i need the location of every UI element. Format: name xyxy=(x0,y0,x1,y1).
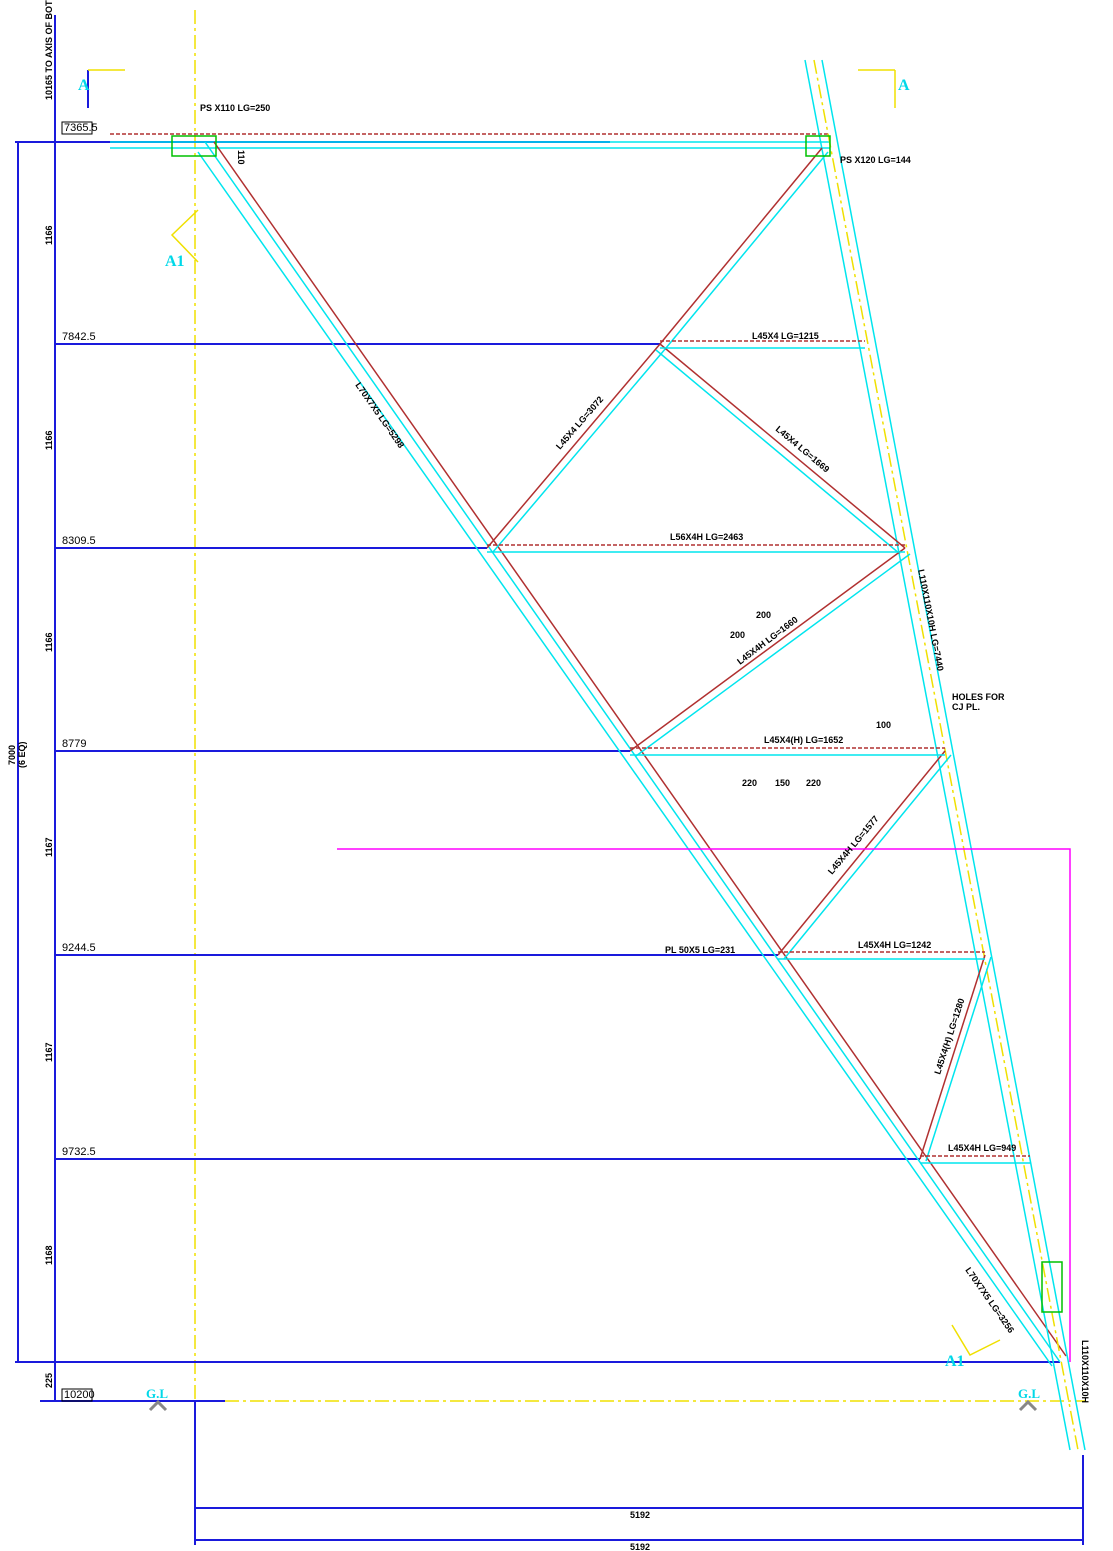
level-label: 10200 xyxy=(64,1389,95,1401)
dimension: 220 xyxy=(806,778,821,788)
level-label: 8309.5 xyxy=(62,535,96,547)
spacing: 1166 xyxy=(44,632,54,652)
dimension: 200 xyxy=(756,610,771,620)
section-mark: A1 xyxy=(165,253,185,270)
linework xyxy=(15,10,1086,1545)
spacing: 1166 xyxy=(44,225,54,245)
spacing: 1167 xyxy=(44,1042,54,1062)
spacing: 1168 xyxy=(44,1245,54,1265)
base-width: 5192 xyxy=(630,1510,650,1520)
spacing: 1166 xyxy=(44,430,54,450)
member-label: L110X110X10H xyxy=(1080,1340,1090,1403)
total-height: 7000 xyxy=(7,745,17,765)
note: CJ PL. xyxy=(952,702,980,712)
ground-label: G.L xyxy=(1018,1386,1040,1401)
member-label: L45X4 LG=3072 xyxy=(554,394,605,451)
dimension: 150 xyxy=(775,778,790,788)
total-height: (6 EQ) xyxy=(17,741,27,768)
member-label: L45X4H LG=1577 xyxy=(826,814,881,877)
member-label: L45X4H LG=949 xyxy=(948,1143,1016,1153)
member-label: L45X4(H) LG=1652 xyxy=(764,735,843,745)
section-mark: A xyxy=(78,77,90,94)
section-mark: A xyxy=(898,77,910,94)
level-label: 8779 xyxy=(62,738,86,750)
member-label: L45X4(H) LG=1280 xyxy=(932,997,966,1076)
level-label: 7365.5 xyxy=(64,122,98,134)
top-note: 10165 TO AXIS OF BOTTOM X ARM xyxy=(44,0,54,100)
labels: 10165 TO AXIS OF BOTTOM X ARM A A A1 A1 … xyxy=(7,0,1090,1551)
member-label: PS X110 LG=250 xyxy=(200,103,270,113)
section-mark: A1 xyxy=(945,1353,965,1370)
level-label: 9732.5 xyxy=(62,1146,96,1158)
member-label: PS X120 LG=144 xyxy=(840,155,911,165)
dimension: 220 xyxy=(742,778,757,788)
member-label: PL 50X5 LG=231 xyxy=(665,945,735,955)
dimension: 110 xyxy=(236,150,246,165)
level-label: 9244.5 xyxy=(62,942,96,954)
dimension: 100 xyxy=(876,720,891,730)
member-label: L45X4 LG=1215 xyxy=(752,331,819,341)
member-label: L45X4H LG=1242 xyxy=(858,940,931,950)
spacing: 1167 xyxy=(44,837,54,857)
member-label: L45X4 LG=1669 xyxy=(774,424,832,475)
member-label: L56X4H LG=2463 xyxy=(670,532,743,542)
member-label: L70X7X5 LG=3256 xyxy=(963,1265,1016,1334)
spacing: 225 xyxy=(44,1373,54,1388)
level-label: 7842.5 xyxy=(62,331,96,343)
note: HOLES FOR xyxy=(952,692,1005,702)
base-width: 5192 xyxy=(630,1542,650,1551)
dimension: 200 xyxy=(730,630,745,640)
ground-label: G.L xyxy=(146,1386,168,1401)
